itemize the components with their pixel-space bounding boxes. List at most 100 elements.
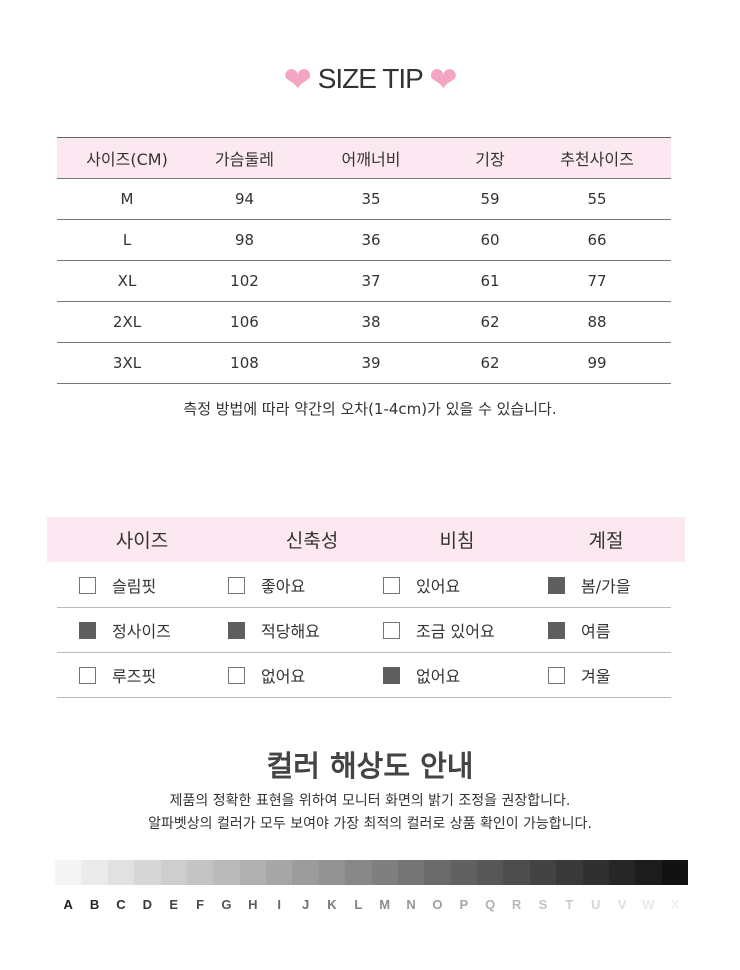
table-cell: 37 — [361, 272, 381, 290]
gray-letter: L — [354, 897, 363, 912]
checkbox — [383, 621, 400, 639]
fit-column-header: 신축성 — [285, 530, 339, 552]
gray-swatch — [213, 860, 240, 885]
column-header: 사이즈(CM) — [86, 150, 168, 169]
table-cell: 61 — [480, 272, 500, 290]
heart-icon: ❤ — [429, 61, 457, 99]
gray-swatch — [239, 860, 266, 885]
gray-letter: K — [327, 897, 337, 912]
heart-icon: ❤ — [283, 61, 311, 99]
gray-swatch — [371, 860, 398, 885]
gray-swatch — [318, 860, 346, 885]
fit-option-label: 슬림핏 — [112, 577, 157, 596]
gray-letter: J — [301, 897, 310, 912]
fit-option-label: 정사이즈 — [112, 622, 171, 641]
gray-letter: O — [432, 897, 443, 912]
size-tip-title-text: SIZE TIP — [317, 63, 424, 94]
gray-letter: W — [642, 897, 655, 912]
gray-swatch — [503, 860, 530, 885]
fit-option: 좋아요 — [228, 563, 305, 607]
size-table-row: 3XL 108 39 62 99 — [57, 343, 671, 384]
fit-option-label: 있어요 — [416, 577, 461, 596]
gray-swatch — [450, 860, 477, 885]
checkbox — [79, 621, 96, 639]
gray-letter: M — [379, 897, 391, 912]
fit-column-header: 비침 — [439, 530, 475, 552]
checkbox — [228, 621, 245, 639]
gray-swatch — [266, 860, 293, 885]
checkbox — [548, 576, 565, 594]
gray-letter: Q — [485, 897, 496, 912]
fit-option: 적당해요 — [228, 608, 320, 652]
table-cell: 66 — [587, 231, 607, 249]
size-table: 사이즈(CM) 가슴둘레 어깨너비 기장 추천사이즈 M 94 35 59 55 L 98 36 60 66… — [57, 137, 671, 384]
fit-option-label: 조금 있어요 — [416, 622, 495, 641]
size-tip-title: ❤ SIZE TIP ❤ — [0, 60, 740, 100]
fit-option: 슬림핏 — [79, 563, 156, 607]
gray-swatch — [345, 860, 372, 885]
fit-option-label: 겨울 — [581, 667, 611, 686]
grayscale-bar — [55, 860, 688, 885]
table-cell: 35 — [361, 190, 381, 208]
checkbox — [383, 666, 400, 684]
table-cell: 38 — [361, 313, 381, 331]
table-cell: 106 — [230, 313, 259, 331]
fit-option: 조금 있어요 — [383, 608, 495, 652]
gray-letter: R — [511, 897, 522, 912]
gray-swatch — [661, 860, 688, 885]
gray-swatch — [292, 860, 319, 885]
fit-option: 루즈핏 — [79, 653, 156, 697]
gray-letter: P — [459, 897, 469, 912]
gray-letter: N — [406, 897, 416, 912]
column-header: 가슴둘레 — [215, 150, 274, 169]
gray-swatch — [55, 860, 82, 885]
table-cell: L — [122, 231, 132, 249]
fit-table: 슬림핏 좋아요 있어요 봄/가을 정사이즈 적당해요 조금 있어요 여름 루즈핏 없어요 없어요 겨울 — [57, 563, 671, 698]
fit-option-label: 없어요 — [416, 667, 461, 686]
fit-table-header: 사이즈 신축성 비침 계절 — [47, 517, 685, 562]
table-cell: 2XL — [112, 313, 142, 331]
gray-letter: A — [63, 897, 73, 912]
gray-letter: I — [277, 897, 281, 912]
fit-option-label: 루즈핏 — [112, 667, 157, 686]
fit-table-row: 루즈핏 없어요 없어요 겨울 — [57, 653, 671, 698]
gray-swatch — [635, 860, 662, 885]
table-cell: 94 — [234, 190, 255, 208]
gray-letter: X — [670, 897, 680, 912]
fit-option-label: 적당해요 — [261, 622, 320, 641]
gray-swatch — [186, 860, 214, 885]
fit-option: 여름 — [548, 608, 610, 652]
gray-letter: T — [565, 897, 574, 912]
size-table-row: L 98 36 60 66 — [57, 220, 671, 261]
gray-letter: B — [89, 897, 100, 912]
size-table-row: M 94 35 59 55 — [57, 179, 671, 220]
fit-option: 정사이즈 — [79, 608, 171, 652]
gray-swatch — [81, 860, 108, 885]
gray-swatch — [160, 860, 187, 885]
gray-letter: H — [248, 897, 258, 912]
gray-swatch — [477, 860, 504, 885]
fit-column-header: 사이즈 — [115, 530, 169, 552]
fit-table-row: 정사이즈 적당해요 조금 있어요 여름 — [57, 608, 671, 653]
fit-option: 없어요 — [383, 653, 460, 697]
gray-swatch — [397, 860, 425, 885]
checkbox — [548, 666, 565, 684]
fit-option-label: 좋아요 — [261, 577, 306, 596]
gray-letter: V — [617, 897, 627, 912]
gray-letter: F — [196, 897, 205, 912]
checkbox — [79, 576, 96, 594]
table-cell: M — [120, 190, 134, 208]
table-cell: 59 — [480, 190, 500, 208]
measurement-note: 측정 방법에 따라 약간의 오차(1-4cm)가 있을 수 있습니다. — [183, 400, 557, 418]
gray-swatch — [556, 860, 583, 885]
checkbox — [228, 666, 245, 684]
table-cell: 108 — [230, 354, 259, 372]
fit-option: 겨울 — [548, 653, 610, 697]
table-cell: 77 — [587, 272, 607, 290]
fit-table-row: 슬림핏 좋아요 있어요 봄/가을 — [57, 563, 671, 608]
table-cell: 36 — [361, 231, 381, 249]
gray-swatch — [608, 860, 636, 885]
checkbox — [79, 666, 96, 684]
table-cell: 39 — [361, 354, 381, 372]
